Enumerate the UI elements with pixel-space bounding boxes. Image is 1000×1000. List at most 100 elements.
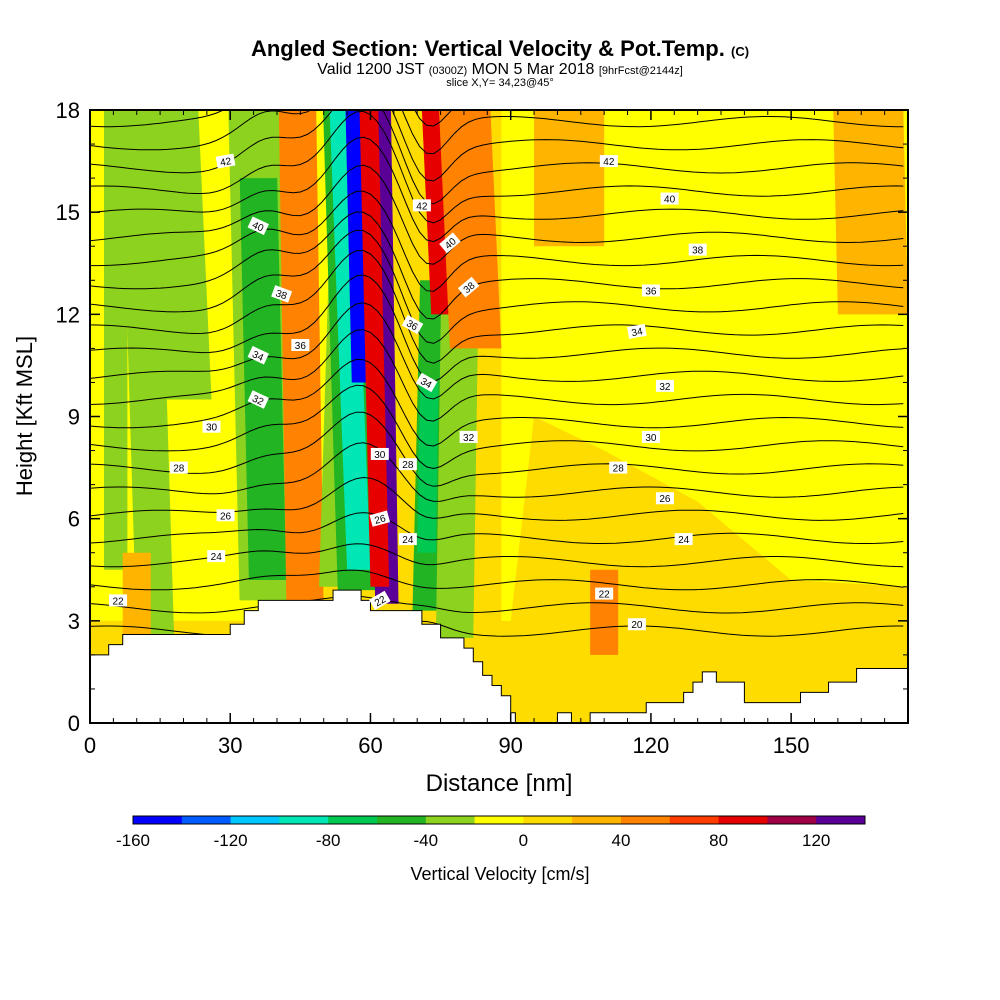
colorbar-swatch-1 (181, 816, 232, 824)
colorbar-frame (132, 815, 866, 825)
colorbar-swatch-12 (718, 816, 768, 824)
theta-contour-45 (90, 0, 903, 82)
contour-label-bg (459, 430, 478, 443)
contour-label-text: 22 (599, 590, 611, 601)
contour-label-bg (595, 587, 614, 600)
contour-label-8: 26 (216, 509, 235, 522)
y-tick-label: 9 (68, 405, 80, 430)
contour-label-bg (247, 216, 269, 236)
theta-contour-24 (90, 512, 904, 544)
colorbar-swatch-5 (377, 816, 427, 824)
contour-label-24: 38 (688, 243, 707, 257)
contour-label-text: 36 (295, 341, 307, 352)
velocity-feature-11 (359, 110, 390, 587)
contour-label-1: 40 (247, 216, 269, 236)
theta-contour-29 (90, 358, 904, 447)
contour-label-text: 30 (374, 450, 386, 461)
theta-contour-23 (90, 543, 904, 568)
colorbar-tick-label: -40 (414, 831, 439, 850)
y-tick-label: 18 (56, 98, 80, 123)
contour-label-bg (271, 285, 293, 303)
contour-label-31: 24 (674, 533, 693, 546)
contour-label-bg (627, 618, 646, 631)
velocity-feature-14 (435, 314, 479, 638)
theta-contour-37 (90, 164, 904, 265)
x-axis-label: Distance [nm] (426, 770, 573, 797)
theta-contour-36 (90, 190, 904, 292)
x-tick-label: 90 (498, 733, 522, 758)
theta-contour-41 (90, 110, 904, 182)
colorbar-swatch-10 (621, 816, 671, 824)
contour-label-text: 28 (402, 460, 414, 471)
contour-label-7: 28 (169, 461, 188, 475)
contour-label-bg (370, 447, 389, 460)
contour-label-text: 40 (250, 220, 265, 235)
contour-label-bg (415, 372, 438, 393)
contour-label-16: 32 (459, 430, 478, 444)
contour-label-17: 30 (370, 447, 389, 461)
contour-label-bg (369, 590, 391, 611)
contour-label-text: 24 (211, 552, 223, 563)
contour-label-text: 42 (416, 201, 428, 212)
contour-label-text: 36 (404, 318, 420, 333)
contour-label-text: 30 (645, 433, 657, 444)
contour-label-text: 34 (250, 349, 265, 364)
colorbar-tick-label: 120 (802, 831, 830, 850)
contour-label-27: 32 (655, 379, 674, 393)
contour-label-25: 36 (641, 284, 660, 297)
contour-label-bg (109, 594, 128, 607)
contour-label-29: 28 (609, 461, 628, 475)
contour-label-bg (207, 550, 226, 563)
contour-label-bg (655, 379, 674, 392)
contour-label-text: 22 (373, 594, 389, 609)
contour-label-33: 20 (627, 618, 646, 631)
colorbar-swatch-14 (816, 816, 866, 824)
colorbar-swatch-13 (767, 816, 817, 824)
chart-slice-note: slice X,Y= 34,23@45° (446, 77, 554, 89)
contour-label-6: 30 (202, 420, 221, 434)
theta-contour-31 (90, 302, 904, 400)
contour-label-bg (655, 492, 674, 505)
velocity-feature-16 (439, 110, 502, 349)
contour-label-bg (688, 243, 707, 256)
theta-contour-34 (90, 229, 904, 344)
contour-label-2: 38 (271, 285, 293, 303)
contour-label-text: 22 (112, 596, 124, 607)
contour-label-text: 26 (220, 511, 232, 522)
contour-label-23: 40 (660, 192, 679, 206)
contour-label-20: 24 (398, 533, 417, 546)
contour-label-bg (457, 276, 480, 298)
colorbar-tick-label: -160 (116, 831, 150, 850)
contour-label-bg (247, 390, 269, 409)
contour-label-18: 28 (398, 458, 417, 471)
colorbar-swatch-9 (572, 816, 622, 824)
contour-label-30: 26 (655, 492, 674, 505)
contour-label-bg (599, 155, 618, 168)
theta-contour-22 (90, 569, 904, 591)
velocity-feature-5 (278, 110, 324, 601)
colorbar-swatch-7 (474, 816, 524, 824)
contour-label-bg (398, 458, 417, 471)
contour-label-bg (398, 533, 417, 546)
contour-label-text: 24 (402, 535, 414, 546)
contour-label-3: 36 (291, 338, 310, 352)
chart-title: Angled Section: Vertical Velocity & Pot.… (250, 36, 750, 61)
contour-label-bg (439, 232, 461, 254)
velocity-feature-20 (122, 552, 151, 638)
contour-label-text: 42 (219, 156, 232, 169)
contour-labels: 42 40 38 36 34 32 30 28 26 24 22 42 40 38 36 34 32 30 28 26… (109, 153, 707, 631)
y-tick-label: 0 (68, 711, 80, 736)
theta-contour-35 (90, 211, 904, 320)
velocity-feature-19 (833, 110, 908, 315)
contour-label-bg (412, 199, 431, 212)
colorbar-swatch-2 (230, 816, 280, 824)
velocity-feature-2 (142, 110, 212, 400)
contour-label-text: 32 (659, 382, 671, 393)
theta-contour-33 (90, 249, 904, 364)
contour-label-text: 26 (373, 513, 387, 527)
contour-label-14: 36 (401, 314, 424, 335)
colorbar-tick-label: 80 (709, 831, 728, 850)
colorbar-tick-label: 0 (519, 831, 528, 850)
colorbar-label: Vertical Velocity [cm/s] (410, 864, 589, 884)
